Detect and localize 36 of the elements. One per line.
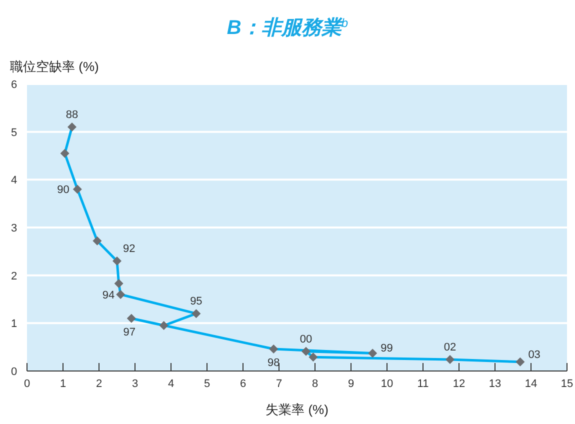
annotation: 90	[57, 184, 70, 196]
y-tick-label: 2	[10, 270, 18, 282]
y-tick-label: 5	[10, 126, 18, 139]
y-tick-label: 0	[10, 366, 18, 378]
x-tick-label: 8	[312, 378, 318, 390]
x-tick-label: 1	[60, 378, 66, 390]
x-axis-title: 失業率 (%)	[266, 402, 328, 417]
annotation: 99	[380, 342, 393, 354]
annotation: 88	[66, 109, 78, 122]
x-tick-label: 12	[452, 378, 466, 390]
x-tick-label: 9	[348, 378, 354, 390]
annotation: 92	[123, 242, 136, 255]
annotation: 02	[444, 342, 456, 354]
x-tick-label: 10	[380, 378, 394, 390]
annotation: 98	[267, 356, 280, 369]
y-tick-label: 1	[10, 318, 18, 330]
annotation: 03	[528, 348, 540, 361]
x-tick-label: 6	[240, 378, 246, 390]
y-tick-label: 3	[10, 222, 18, 234]
annotation: 00	[300, 333, 312, 346]
x-tick-label: 11	[417, 378, 429, 390]
x-tick-label: 15	[560, 378, 574, 390]
x-tick-label: 13	[488, 378, 502, 390]
annotation: 94	[102, 289, 115, 302]
y-tick-label: 4	[10, 174, 18, 187]
x-tick-label: 3	[132, 378, 138, 390]
x-tick-label: 4	[168, 378, 174, 390]
x-tick-label: 14	[524, 378, 538, 390]
y-axis-title: 職位空缺率 (%)	[10, 59, 99, 74]
x-tick-label: 5	[204, 378, 210, 390]
annotation: 95	[190, 296, 202, 308]
x-tick-label: 2	[96, 378, 102, 390]
x-tick-label: 0	[24, 378, 30, 390]
x-tick-label: 7	[276, 378, 282, 390]
annotation: 97	[123, 326, 136, 338]
y-tick-label: 6	[10, 79, 18, 91]
